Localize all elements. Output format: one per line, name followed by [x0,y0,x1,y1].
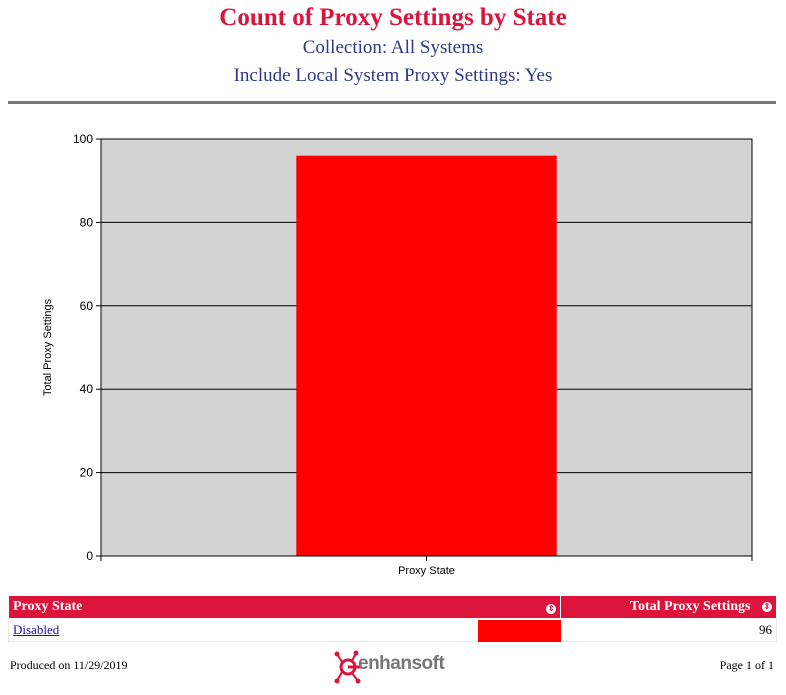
proxy-state-cell: Disabled [7,618,562,642]
y-tick-label: 20 [80,466,94,480]
proxy-state-header-label: Proxy State [13,599,83,614]
y-tick-label: 100 [73,132,93,146]
x-axis-label: Proxy State [398,565,455,577]
include-local-subtitle: Include Local System Proxy Settings: Yes [233,65,553,86]
y-tick-label: 80 [80,215,94,229]
y-tick-label: 40 [80,382,94,396]
table-row: Disabled 96 [7,618,777,642]
total-header-label: Total Proxy Settings [629,599,751,614]
y-axis: 0 20 40 60 80 100 [73,132,101,563]
y-tick-label: 0 [86,549,93,563]
logo-wordmark: enhansoft [358,653,445,674]
enhansoft-logo: enhansoft [334,650,454,684]
sort-icon[interactable]: ⇕ [762,601,772,612]
y-tick-label: 60 [80,299,94,313]
page-number-text: Page 1 of 1 [719,658,774,672]
y-axis-label: Total Proxy Settings [42,298,54,396]
inline-data-bar [478,620,561,642]
x-axis [100,555,753,561]
total-proxy-settings-header[interactable]: Total Proxy Settings ⇕ [560,595,777,619]
produced-on-text: Produced on 11/29/2019 [10,658,128,672]
total-proxy-settings-cell: 96 [560,618,777,642]
proxy-state-header[interactable]: Proxy State ⇕ [7,595,562,619]
bar-chart: 0 20 40 60 80 100 Total Proxy Settings Proxy … [42,132,753,577]
header-divider [8,101,776,104]
collection-subtitle: Collection: All Systems [302,37,484,58]
sort-icon[interactable]: ⇕ [546,604,557,614]
data-table: Proxy State ⇕ Total Proxy Settings ⇕ Dis… [7,595,777,642]
disabled-link[interactable]: Disabled [13,622,60,637]
enhansoft-logo-icon [334,650,361,684]
report-title: Count of Proxy Settings by State [219,4,567,31]
bars [296,155,557,556]
bar-disabled [296,155,557,556]
